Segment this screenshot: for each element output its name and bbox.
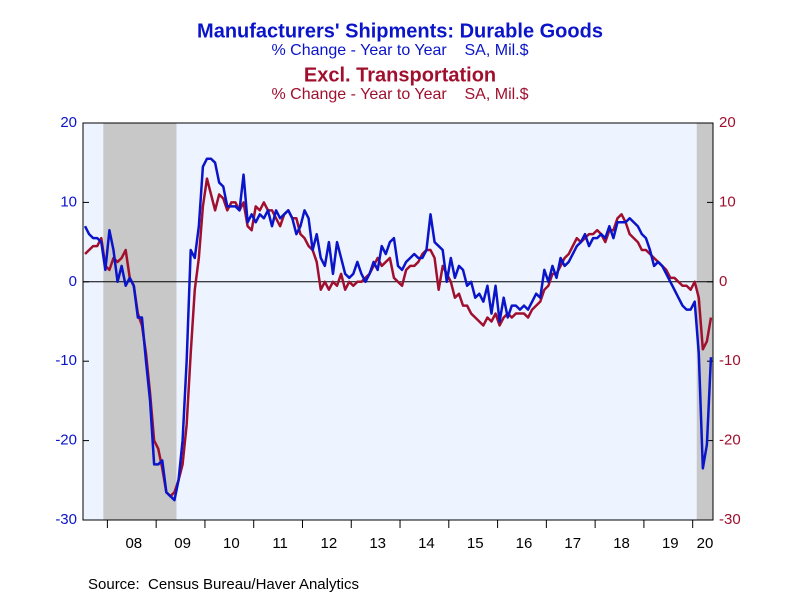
y2-tick-label: -10 bbox=[719, 352, 741, 369]
x-tick-label: 10 bbox=[223, 535, 240, 552]
x-tick-label: 17 bbox=[564, 535, 581, 552]
series-line bbox=[84, 177, 713, 498]
x-tick-label: 15 bbox=[467, 535, 484, 552]
plot-frame bbox=[82, 122, 714, 521]
y-tick-label: -30 bbox=[55, 511, 77, 528]
y-tick-label: 0 bbox=[69, 273, 77, 290]
x-tick-label: 08 bbox=[125, 535, 142, 552]
chart-subtitle-2: % Change - Year to Year SA, Mil.$ bbox=[271, 86, 528, 103]
x-tick-label: 16 bbox=[516, 535, 533, 552]
plot-area bbox=[83, 123, 713, 520]
x-tick-label: 11 bbox=[272, 535, 288, 552]
y2-tick-label: -30 bbox=[719, 511, 741, 528]
y2-tick-label: 0 bbox=[719, 273, 727, 290]
y2-tick-label: -20 bbox=[719, 432, 741, 449]
x-tick-label: 18 bbox=[613, 535, 630, 552]
y2-tick-label: 20 bbox=[719, 114, 736, 131]
series-line bbox=[83, 157, 713, 502]
x-tick-label: 19 bbox=[662, 535, 679, 552]
chart-subtitle: % Change - Year to Year SA, Mil.$ bbox=[271, 42, 528, 59]
source-note: Source: Census Bureau/Haver Analytics bbox=[88, 576, 359, 593]
y-tick-label: 20 bbox=[60, 114, 77, 131]
y-tick-label: -10 bbox=[55, 352, 77, 369]
x-tick-label: 12 bbox=[321, 535, 338, 552]
chart-title: Manufacturers' Shipments: Durable Goods bbox=[197, 20, 603, 42]
x-tick-label: 09 bbox=[174, 535, 191, 552]
y2-tick-label: 10 bbox=[719, 193, 736, 210]
y-tick-label: -20 bbox=[55, 432, 77, 449]
chart-title-2: Excl. Transportation bbox=[304, 64, 496, 86]
y-tick-label: 10 bbox=[60, 193, 77, 210]
x-tick-label: 20 bbox=[697, 535, 714, 552]
x-tick-label: 14 bbox=[418, 535, 435, 552]
x-tick-label: 13 bbox=[369, 535, 386, 552]
